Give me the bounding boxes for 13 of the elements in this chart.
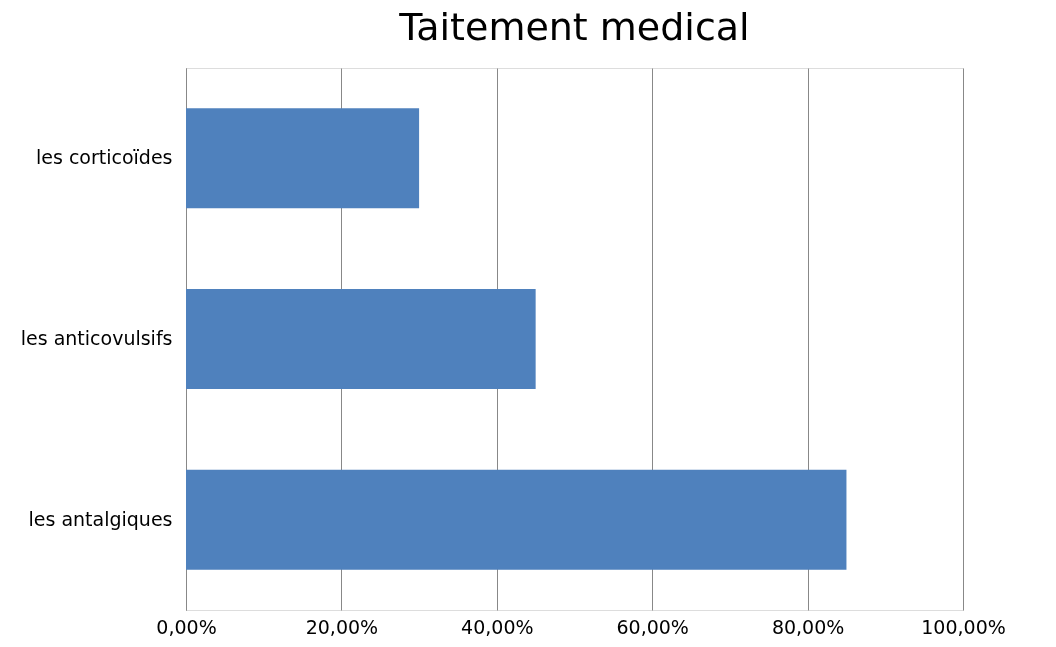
x-tick-label: 60,00% (616, 615, 689, 638)
x-tick-label: 80,00% (771, 615, 845, 638)
bar (186, 289, 536, 389)
y-tick-label: les anticovulsifs (20, 327, 173, 349)
x-tick-label: 100,00% (921, 615, 1006, 638)
y-tick-label: les antalgiques (28, 507, 173, 530)
y-tick-label: les corticoïdes (35, 146, 173, 169)
x-tick-label: 20,00% (305, 615, 379, 638)
x-tick-label: 40,00% (461, 615, 534, 638)
chart-title: Taitement medical (398, 5, 750, 49)
bar (186, 108, 420, 209)
bar (186, 469, 847, 570)
x-tick-label: 0,00% (156, 615, 217, 638)
